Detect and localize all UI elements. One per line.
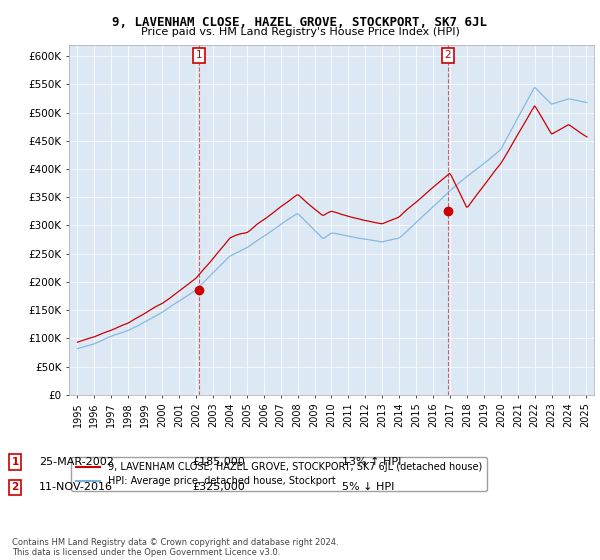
Text: £325,000: £325,000 — [192, 482, 245, 492]
Text: 11-NOV-2016: 11-NOV-2016 — [39, 482, 113, 492]
Text: Contains HM Land Registry data © Crown copyright and database right 2024.
This d: Contains HM Land Registry data © Crown c… — [12, 538, 338, 557]
Text: 2: 2 — [445, 50, 451, 60]
Text: 5% ↓ HPI: 5% ↓ HPI — [342, 482, 394, 492]
Text: 1: 1 — [196, 50, 203, 60]
Text: 25-MAR-2002: 25-MAR-2002 — [39, 457, 114, 467]
Text: 2: 2 — [11, 482, 19, 492]
Text: Price paid vs. HM Land Registry's House Price Index (HPI): Price paid vs. HM Land Registry's House … — [140, 27, 460, 37]
Legend: 9, LAVENHAM CLOSE, HAZEL GROVE, STOCKPORT, SK7 6JL (detached house), HPI: Averag: 9, LAVENHAM CLOSE, HAZEL GROVE, STOCKPOR… — [71, 458, 487, 491]
Text: 9, LAVENHAM CLOSE, HAZEL GROVE, STOCKPORT, SK7 6JL: 9, LAVENHAM CLOSE, HAZEL GROVE, STOCKPOR… — [113, 16, 487, 29]
Text: 1: 1 — [11, 457, 19, 467]
Text: £185,000: £185,000 — [192, 457, 245, 467]
Text: 13% ↑ HPI: 13% ↑ HPI — [342, 457, 401, 467]
